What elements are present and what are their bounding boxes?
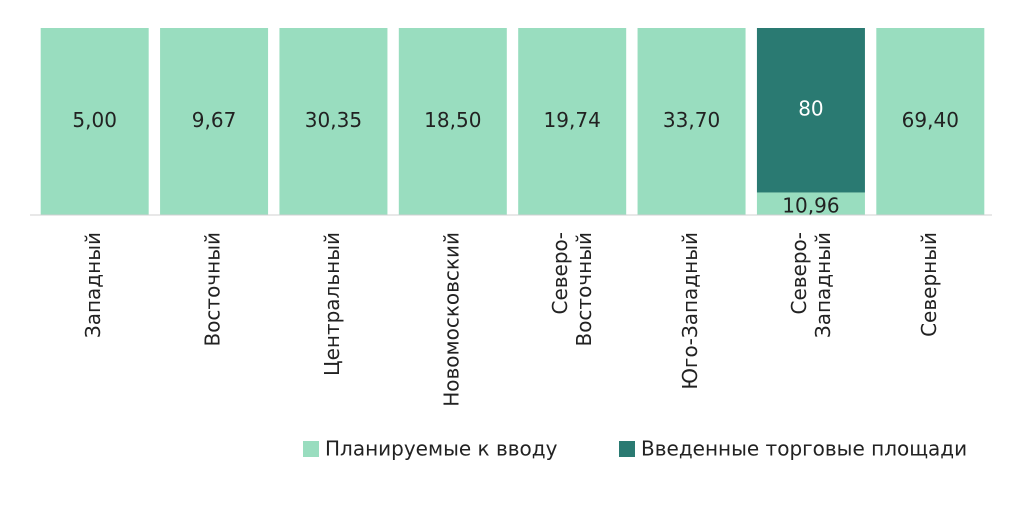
- x-tick-label: Центральный: [320, 232, 344, 376]
- x-tick-label: Северный: [917, 232, 941, 337]
- legend-label: Введенные торговые площади: [641, 437, 967, 461]
- value-label: 5,00: [72, 108, 117, 132]
- bar: [756, 28, 865, 193]
- x-tick-label: Новомосковский: [439, 232, 463, 407]
- value-label: 10,96: [782, 194, 839, 218]
- legend-swatch: [619, 441, 635, 457]
- bar: [40, 28, 149, 215]
- legend-swatch: [303, 441, 319, 457]
- x-tick-label: Юго-Западный: [678, 232, 702, 390]
- value-label: 9,67: [192, 108, 237, 132]
- value-label: 19,74: [544, 108, 601, 132]
- bar: [756, 192, 865, 215]
- value-label: 33,70: [663, 108, 720, 132]
- value-label: 69,40: [902, 108, 959, 132]
- bar: [160, 28, 269, 215]
- bar: [518, 28, 627, 215]
- bar: [876, 28, 985, 215]
- bar: [637, 28, 746, 215]
- bar: [279, 28, 388, 215]
- x-tick-label: Северо-Западный: [786, 232, 834, 338]
- value-label: 18,50: [424, 108, 481, 132]
- value-label: 80: [798, 97, 823, 121]
- x-tick-label: Северо-Восточный: [548, 232, 596, 347]
- bar: [398, 28, 507, 215]
- x-tick-label: Западный: [81, 232, 105, 338]
- x-tick-label: Восточный: [201, 232, 225, 347]
- value-label: 30,35: [305, 108, 362, 132]
- legend-label: Планируемые к вводу: [325, 437, 558, 461]
